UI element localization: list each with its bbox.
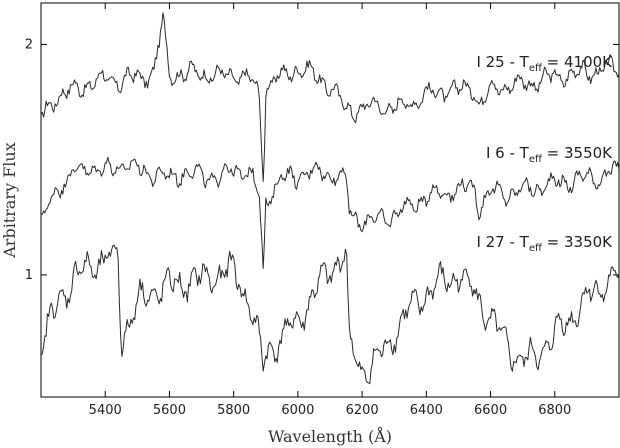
x-tick-label: 6000: [281, 403, 314, 418]
y-tick-label: 1: [25, 268, 33, 283]
series-label-1: I 25 - Teff = 4100K: [476, 53, 613, 74]
series-label-3: I 27 - Teff = 3350K: [476, 233, 613, 254]
x-tick-label: 6800: [538, 403, 571, 418]
x-tick-label: 6400: [410, 403, 443, 418]
x-axis-ticks: 5400 5600 5800 6000 6200 6400 6600 6800: [89, 3, 571, 418]
series-line-1: [40, 12, 620, 182]
x-tick-label: 5800: [217, 403, 250, 418]
y-axis-label: Arbitrary Flux: [0, 142, 19, 259]
x-tick-label: 5600: [153, 403, 186, 418]
x-tick-label: 5400: [89, 403, 122, 418]
series-line-3: [40, 244, 620, 385]
x-tick-label: 6600: [474, 403, 507, 418]
series-line-2: [40, 156, 620, 269]
series-label-2: I 6 - Teff = 3550K: [486, 144, 613, 165]
y-tick-label: 2: [25, 37, 33, 52]
series-lines: [40, 12, 620, 385]
plot-frame: [40, 2, 620, 398]
series-labels: I 25 - Teff = 4100K I 6 - Teff = 3550K I 2…: [476, 53, 613, 254]
x-axis-label: Wavelength (Å): [268, 426, 392, 446]
x-tick-label: 6200: [346, 403, 379, 418]
